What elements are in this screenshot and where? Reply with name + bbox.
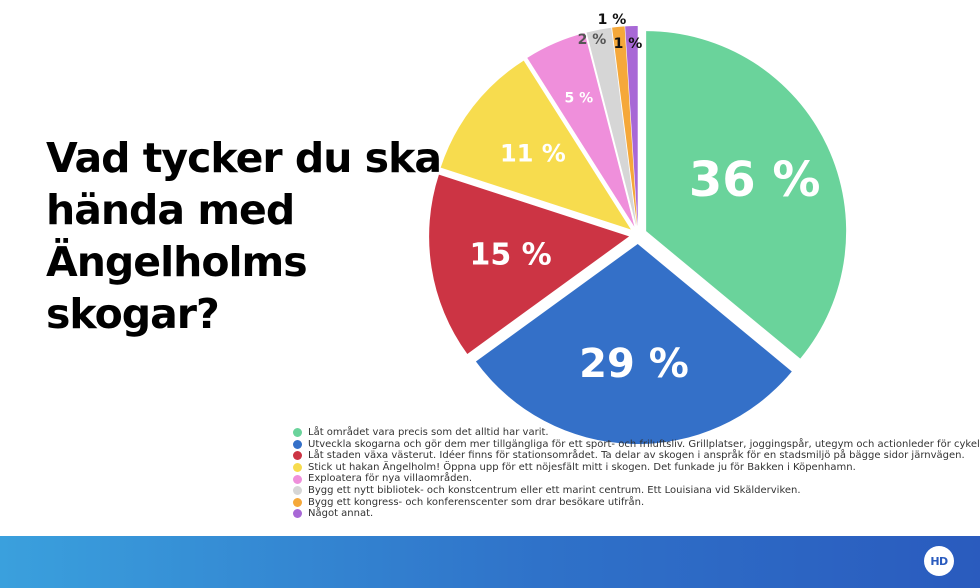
legend-label: Bygg ett kongress- och konferenscenter s… [308,496,645,508]
footer-bar: HD [0,536,980,588]
legend-label: Bygg ett nytt bibliotek- och konstcentru… [308,484,801,496]
slice-label-6: 1 % [598,12,627,28]
legend-item: Utveckla skogarna och gör dem mer tillgä… [293,439,980,451]
slice-label-5: 2 % [578,32,607,48]
legend-swatch-icon [293,486,302,496]
pie-slice-5 [586,27,637,227]
pie-slice-7 [625,26,638,227]
legend-item: Stick ut hakan Ängelholm! Öppna upp för … [293,462,980,474]
legend-swatch-icon [293,509,302,519]
legend-label: Låt staden växa västerut. Idéer finns fö… [308,450,965,462]
legend-item: Något annat. [293,508,980,520]
legend: Låt området vara precis som det alltid h… [293,427,980,520]
pie-slice-3 [440,60,631,230]
pie-slice-4 [527,33,635,227]
legend-swatch-icon [293,474,302,484]
slice-label-2: 15 % [469,238,551,273]
legend-label: Stick ut hakan Ängelholm! Öppna upp för … [308,461,856,473]
legend-label: Exploatera för nya villaområden. [308,473,473,485]
legend-label: Något annat. [308,508,374,520]
slice-label-7: 1 % [614,36,643,52]
legend-label: Utveckla skogarna och gör dem mer tillgä… [308,438,980,450]
pie-slice-0 [646,31,847,359]
slice-label-1: 29 % [579,341,689,387]
pie-slice-1 [475,243,792,444]
legend-swatch-icon [293,497,302,507]
legend-item: Exploatera för nya villaområden. [293,473,980,485]
legend-item: Låt staden växa västerut. Idéer finns fö… [293,450,980,462]
pie-chart: 36 % 29 % 15 % 11 % 5 % 2 % 1 % 1 % [429,12,847,444]
legend-swatch-icon [293,439,302,449]
pie-slice-2 [429,174,630,354]
chart-title: Vad tycker du ska hända med Ängelholms s… [46,134,442,338]
hd-logo: HD [924,546,954,576]
legend-swatch-icon [293,463,302,473]
pie-slice-6 [612,26,638,227]
legend-swatch-icon [293,451,302,461]
legend-swatch-icon [293,428,302,438]
legend-label: Låt området vara precis som det alltid h… [308,427,549,438]
slice-label-4: 5 % [564,90,593,106]
legend-item: Låt området vara precis som det alltid h… [293,427,980,439]
legend-item: Bygg ett kongress- och konferenscenter s… [293,497,980,509]
slice-label-0: 36 % [689,152,821,208]
legend-item: Bygg ett nytt bibliotek- och konstcentru… [293,485,980,497]
slice-label-3: 11 % [500,139,566,167]
